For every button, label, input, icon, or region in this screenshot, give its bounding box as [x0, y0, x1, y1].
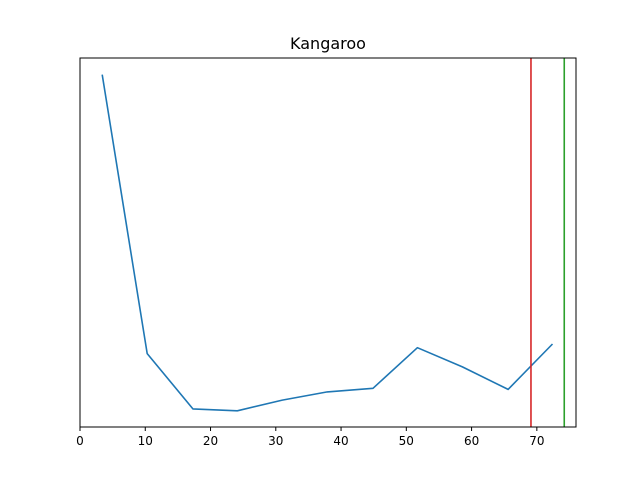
- x-tick-label: 50: [399, 434, 414, 448]
- x-tick-label: 10: [138, 434, 153, 448]
- x-tick-label: 70: [529, 434, 544, 448]
- x-tick-label: 40: [333, 434, 348, 448]
- x-axis: 0 10 20 30 40 50 60 70: [76, 427, 544, 448]
- x-tick-label: 20: [203, 434, 218, 448]
- chart-title: Kangaroo: [290, 34, 366, 53]
- plot-area: [101, 58, 566, 427]
- series-line-0: [101, 74, 554, 412]
- x-tick-label: 0: [76, 434, 84, 448]
- axes-frame: [79, 57, 577, 428]
- x-tick-label: 30: [268, 434, 283, 448]
- x-tick-label: 60: [464, 434, 479, 448]
